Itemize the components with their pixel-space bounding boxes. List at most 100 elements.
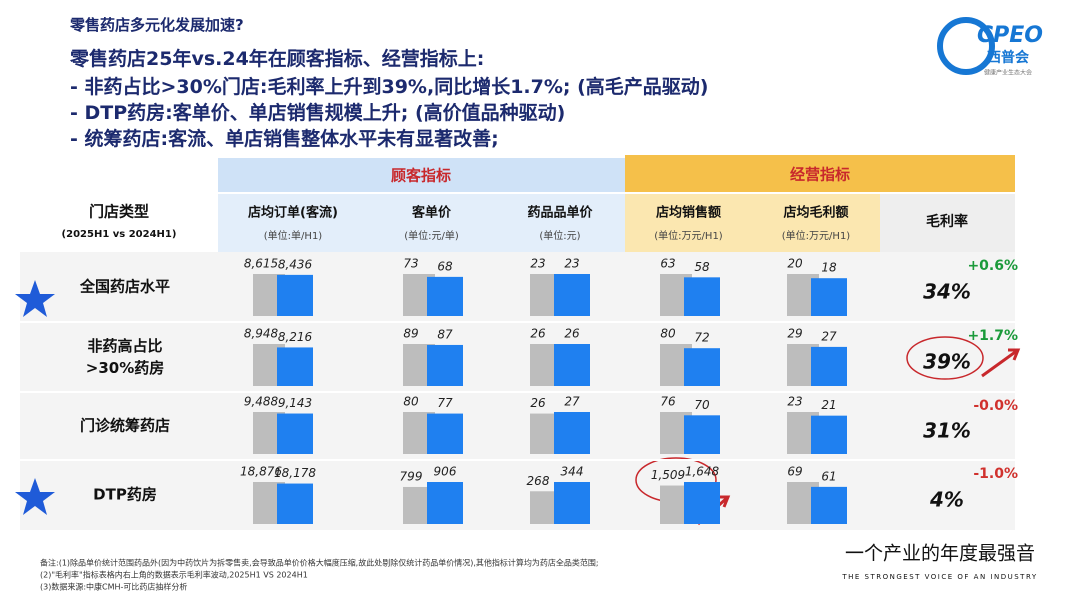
footnote: (3)数据来源:中康CMH-可比药店抽样分析 <box>40 582 187 592</box>
footnote: (2)"毛利率"指标表格内右上角的数据表示毛利率波动,2025H1 VS 202… <box>40 570 308 580</box>
bar-label: 73 <box>403 257 418 271</box>
bar-label: 26 <box>530 396 546 410</box>
arrow <box>981 348 1021 378</box>
margin-value: 4% <box>929 488 964 512</box>
bar-label: 26 <box>530 327 546 341</box>
bar-label: 18 <box>821 261 837 275</box>
bar-label: 69 <box>787 465 802 479</box>
bar <box>427 482 463 524</box>
bar <box>277 413 313 454</box>
bar <box>554 482 590 524</box>
row-header: 门店类型 <box>89 203 149 221</box>
group-label: 顾客指标 <box>391 167 451 185</box>
header-bg <box>625 193 880 252</box>
bar <box>554 412 590 454</box>
bar-label: 18,178 <box>274 466 316 480</box>
bar-label: 906 <box>434 465 457 479</box>
column-name: 毛利率 <box>926 213 968 230</box>
row-label: DTP药房 <box>93 486 157 504</box>
column-unit: (单位:元/单) <box>404 229 459 242</box>
bar-label: 26 <box>564 327 580 341</box>
margin-change: +0.6% <box>967 258 1018 274</box>
slogan-sub: THE STRONGEST VOICE OF AN INDUSTRY <box>841 573 1037 581</box>
bar-label: 23 <box>787 395 802 409</box>
bar-label: 27 <box>564 395 580 409</box>
group-bg <box>218 158 625 193</box>
column-unit: (单位:万元/H1) <box>782 229 851 242</box>
column-name: 客单价 <box>412 205 452 221</box>
kicker: 零售药店多元化发展加速? <box>70 16 244 34</box>
column-unit: (单位:元) <box>539 229 580 242</box>
footnote: 备注:(1)除品单价统计范围药品外(因为中药饮片为拆零售卖,会导致品单价价格大幅… <box>40 558 599 568</box>
logo-mark <box>937 17 995 75</box>
bar <box>811 486 847 524</box>
bar <box>427 344 463 386</box>
bar <box>684 415 720 454</box>
bar-label: 8,216 <box>278 330 313 344</box>
bar-label: 27 <box>821 329 837 343</box>
bar-label: 77 <box>437 396 453 410</box>
bar-label: 1,648 <box>685 465 720 479</box>
bar-label: 72 <box>694 331 709 345</box>
bullet: - 统筹药店:客流、单店销售整体水平未有显著改善; <box>70 128 499 150</box>
bar <box>811 278 847 316</box>
bar <box>554 344 590 386</box>
bar-label: 61 <box>821 469 836 483</box>
bullet: - DTP药房:客单价、单店销售规模上升; (高价值品种驱动) <box>70 102 566 124</box>
bar-label: 268 <box>527 474 550 488</box>
bar <box>684 348 720 386</box>
star <box>15 478 55 515</box>
column-name: 店均订单(客流) <box>248 205 338 221</box>
bar-label: 8,948 <box>244 327 279 341</box>
bar <box>554 274 590 316</box>
bar <box>277 347 313 386</box>
slogan: 一个产业的年度最强音 <box>845 543 1035 565</box>
bar <box>684 482 720 524</box>
row-label: 非药高占比>30%药房 <box>86 337 164 377</box>
bar-label: 89 <box>403 327 418 341</box>
bar-label: 9,488 <box>244 395 279 409</box>
bar <box>277 483 313 524</box>
bar-label: 21 <box>821 398 836 412</box>
margin-value: 34% <box>923 280 971 304</box>
logo-name: CPEO <box>977 23 1043 48</box>
column-unit: (单位:万元/H1) <box>654 229 723 242</box>
bar-label: 58 <box>694 260 710 274</box>
bar <box>811 346 847 386</box>
highlight-circle <box>906 336 984 380</box>
star <box>15 280 55 317</box>
column-name: 店均毛利额 <box>783 205 848 221</box>
bar-label: 80 <box>403 395 419 409</box>
margin-change: +1.7% <box>967 328 1018 344</box>
bullet: - 非药占比>30%门店:毛利率上升到39%,同比增长1.7%; (高毛产品驱动… <box>70 76 709 98</box>
group-bg <box>625 155 1015 193</box>
margin-change: -0.0% <box>973 398 1018 414</box>
bar <box>277 274 313 316</box>
row-label: 全国药店水平 <box>79 278 170 296</box>
bar <box>427 413 463 454</box>
bar <box>427 276 463 316</box>
bar-label: 87 <box>437 327 453 341</box>
bar-label: 8,615 <box>244 257 278 271</box>
bar-label: 18,876 <box>240 465 282 479</box>
bar-label: 1,509 <box>651 468 685 482</box>
group-label: 经营指标 <box>790 166 850 184</box>
bar-label: 9,143 <box>278 396 312 410</box>
header-bg <box>880 193 1015 252</box>
bar-label: 8,436 <box>278 257 313 271</box>
column-name: 店均销售额 <box>656 205 721 221</box>
bar-label: 68 <box>437 259 453 273</box>
bar-label: 20 <box>787 257 803 271</box>
margin-change: -1.0% <box>973 466 1018 482</box>
row-header-sub: (2025H1 vs 2024H1) <box>62 229 177 240</box>
bar-label: 80 <box>660 327 676 341</box>
bar-label: 63 <box>660 257 675 271</box>
title: 零售药店25年vs.24年在顾客指标、经营指标上: <box>70 48 485 70</box>
logo-sub: 西普会 <box>987 49 1030 66</box>
bar-label: 23 <box>564 257 579 271</box>
bar-label: 23 <box>530 257 545 271</box>
bar-label: 70 <box>694 398 710 412</box>
column-unit: (单位:单/H1) <box>264 229 323 242</box>
